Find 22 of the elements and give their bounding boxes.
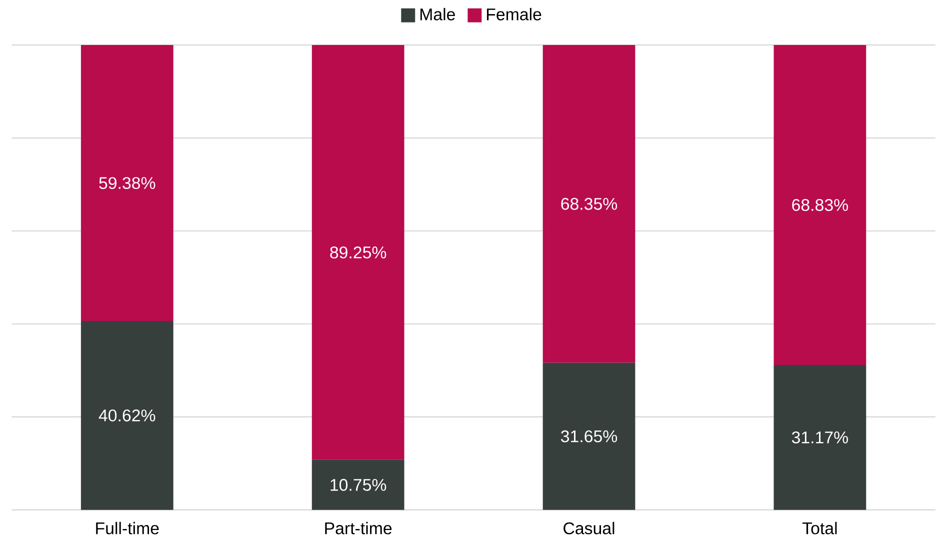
data-label: 10.75%: [330, 478, 386, 491]
data-label: 89.25%: [330, 246, 386, 258]
legend-label: Male: [420, 8, 455, 20]
legend-label: Female: [486, 8, 542, 20]
bar: [312, 460, 404, 510]
bar: [80, 321, 174, 510]
data-label: 31.17%: [792, 432, 848, 444]
bar: [774, 45, 866, 366]
x-tick-label: Casual: [564, 522, 614, 534]
bar: [542, 45, 636, 363]
x-tick-label: Part-time: [325, 522, 392, 534]
bar: [80, 45, 174, 322]
data-label: 59.38%: [99, 177, 156, 190]
data-label: 68.83%: [792, 199, 848, 212]
bar: [542, 362, 636, 510]
data-label: 31.65%: [561, 430, 618, 442]
x-tick-label: Full-time: [96, 522, 159, 534]
bar: [774, 365, 866, 510]
data-label: 68.35%: [561, 198, 618, 210]
bar: [312, 45, 404, 460]
x-tick-label: Total: [802, 522, 837, 534]
data-label: 40.62%: [98, 410, 156, 422]
